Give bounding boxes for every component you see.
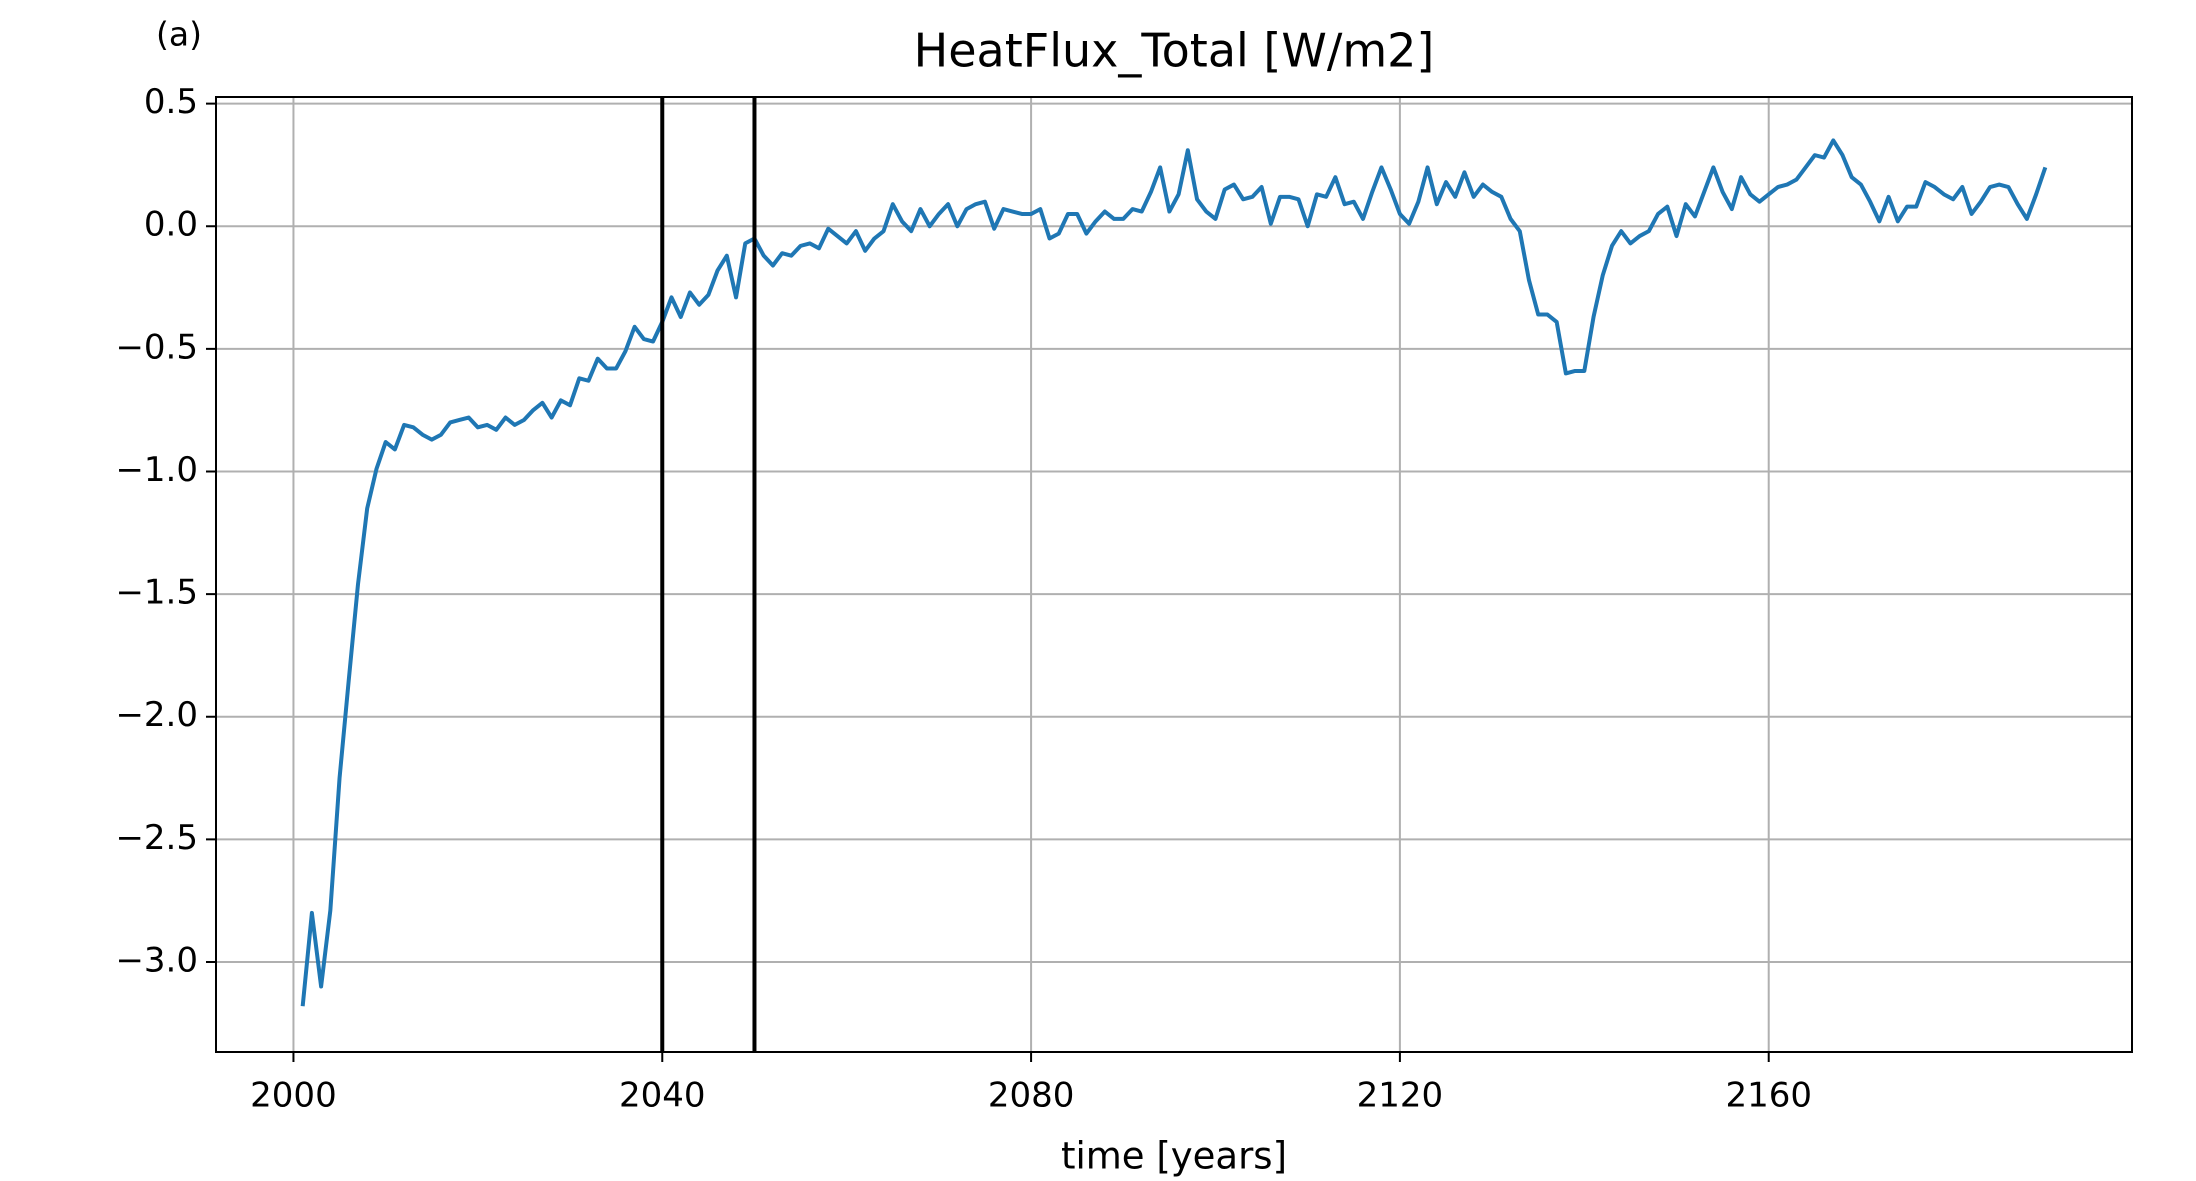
y-tick-label: −1.0 [115, 450, 198, 490]
y-tick-label: −1.5 [115, 573, 198, 613]
y-tick-label: −2.0 [115, 695, 198, 735]
data-line [300, 138, 2048, 1007]
y-tick-label: −2.5 [115, 818, 198, 858]
y-tick-label: −3.0 [115, 940, 198, 980]
y-tick-label: −0.5 [115, 327, 198, 367]
x-tick-label: 2160 [1725, 1076, 1812, 1116]
x-tick-label: 2000 [250, 1076, 337, 1116]
y-tick-label: 0.5 [144, 82, 198, 122]
chart-title: HeatFlux_Total [W/m2] [914, 24, 1435, 78]
x-tick-label: 2040 [619, 1076, 706, 1116]
x-tick-label: 2120 [1357, 1076, 1444, 1116]
y-tick-label: 0.0 [144, 205, 198, 245]
x-tick-label: 2080 [988, 1076, 1075, 1116]
x-axis-label: time [years] [1061, 1135, 1287, 1178]
panel-label: (a) [156, 15, 202, 54]
plot-frame [215, 96, 2133, 1053]
